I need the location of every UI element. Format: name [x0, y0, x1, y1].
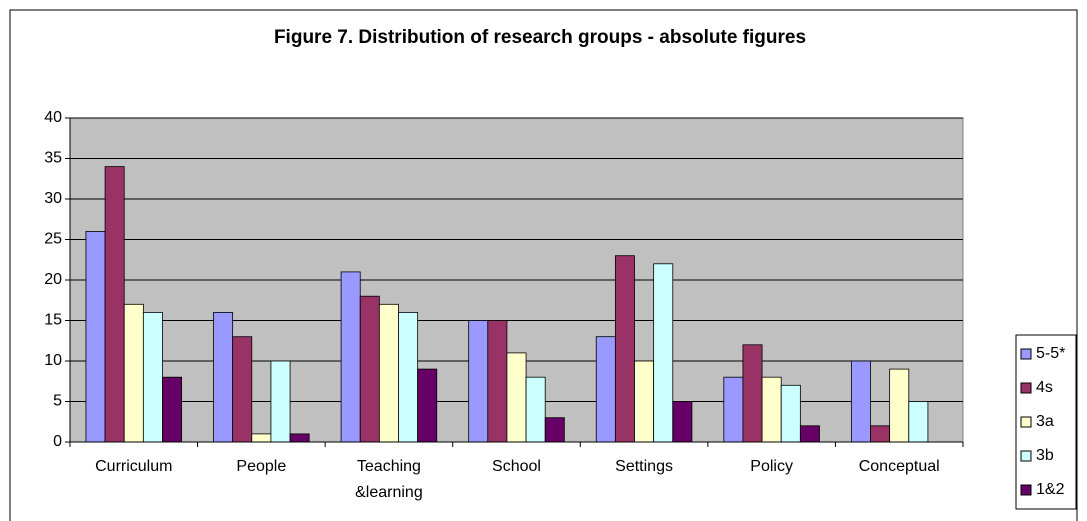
y-tick-label: 30 — [44, 190, 62, 207]
x-tick-label: Policy — [750, 458, 793, 475]
bar — [340, 271, 361, 443]
bar — [232, 336, 253, 443]
bar — [123, 303, 144, 443]
x-tick-label: Settings — [615, 458, 673, 475]
bar — [889, 368, 910, 443]
bar — [162, 376, 183, 443]
legend-swatch — [1020, 450, 1032, 462]
bar — [213, 311, 234, 443]
bar — [634, 360, 655, 443]
bar — [908, 401, 929, 443]
y-tick-label: 35 — [44, 150, 62, 167]
legend-swatch — [1020, 348, 1032, 360]
y-tick-label: 25 — [44, 231, 62, 248]
bar — [378, 303, 399, 443]
bar — [506, 352, 527, 443]
bar — [398, 311, 419, 443]
y-tick-label: 40 — [44, 109, 62, 126]
bar — [653, 263, 674, 443]
x-tick-label: School — [492, 458, 541, 475]
legend-swatch — [1020, 416, 1032, 428]
x-tick-label: People — [236, 458, 287, 475]
legend-swatch — [1020, 382, 1032, 394]
bar — [487, 320, 508, 443]
bar — [544, 417, 565, 443]
bar — [850, 360, 871, 443]
bar — [742, 344, 763, 443]
x-tick-label: Conceptual — [858, 458, 940, 475]
legend-label: 1&2 — [1036, 481, 1065, 498]
bar — [270, 360, 291, 443]
bar — [799, 425, 820, 443]
y-tick-label: 15 — [44, 312, 62, 329]
bar — [780, 384, 801, 443]
bar — [251, 433, 272, 443]
legend-label: 5-5* — [1036, 345, 1065, 362]
bar — [468, 320, 489, 443]
bar — [85, 230, 106, 443]
y-tick-label: 10 — [44, 352, 62, 369]
bar — [614, 255, 635, 443]
bar — [104, 166, 125, 443]
x-tick-label: Curriculum — [95, 458, 173, 475]
bar — [761, 376, 782, 443]
bar — [142, 311, 163, 443]
bar — [723, 376, 744, 443]
x-tick-label: Teaching &learning — [355, 458, 423, 501]
legend-label: 3a — [1036, 413, 1054, 430]
y-tick-label: 0 — [53, 433, 62, 450]
legend-label: 4s — [1036, 379, 1053, 396]
y-tick-label: 20 — [44, 271, 62, 288]
bar — [289, 433, 310, 443]
y-tick-label: 5 — [53, 393, 62, 410]
bar — [359, 295, 380, 443]
bar — [672, 401, 693, 443]
legend-swatch — [1020, 484, 1032, 496]
legend-label: 3b — [1036, 447, 1054, 464]
chart-title: Figure 7. Distribution of research group… — [274, 27, 806, 48]
bar — [417, 368, 438, 443]
bar — [595, 336, 616, 443]
bar — [525, 376, 546, 443]
bar — [870, 425, 891, 443]
